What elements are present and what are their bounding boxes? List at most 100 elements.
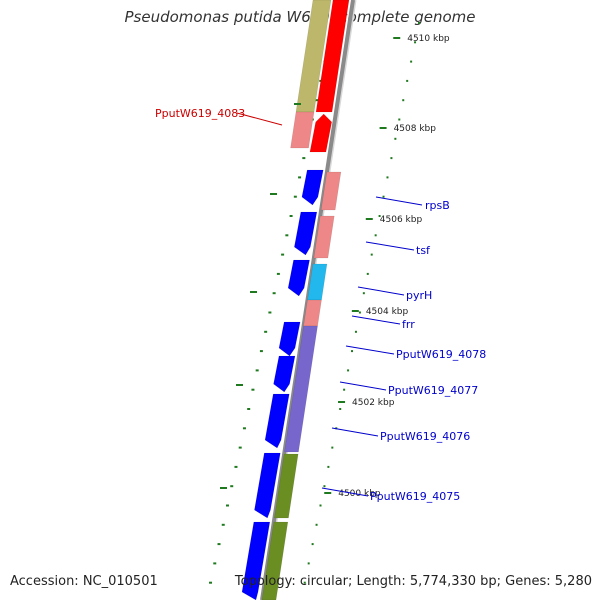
inner-dot [418,22,420,24]
outer-dot [276,272,280,275]
outer-dot [302,157,306,160]
tick-label: 4506 kbp [380,215,423,225]
gene-label: PputW619_4076 [380,430,470,443]
outer-dot [255,369,259,372]
inner-dot [390,157,393,160]
outer-dot [259,350,263,353]
inner-dot [331,446,334,449]
gene-leader-line [365,241,415,251]
inner-dot [374,234,377,237]
inner-dot [394,137,397,140]
feature-pink-tsf [313,215,335,259]
inner-dot [386,176,389,179]
gene-label: tsf [416,244,431,257]
gene-leader-line [345,345,395,355]
inner-dot [311,543,314,546]
feature-blue-cds-8 [241,521,271,600]
inner-dot [303,581,306,584]
topology-text: Topology: circular; Length: 5,774,330 bp… [234,574,592,589]
inner-dot [358,311,361,314]
outer-dot [242,427,246,430]
outer-dot [293,195,297,198]
gene-leader-line [339,381,387,391]
inner-dot [343,388,346,391]
gene-leader-line [357,286,405,296]
outer-dot [238,446,242,449]
inner-dotted-track [303,22,420,584]
gene-label: PputW619_4077 [388,384,478,397]
inner-dot [414,41,417,44]
outer-dot [285,234,289,237]
feature-blue-cds-3 [287,259,310,297]
inner-dot [382,195,385,198]
inner-dot [366,272,369,275]
outer-dot [281,253,285,256]
feature-blue-cds-5 [273,355,296,393]
outer-dot [225,504,229,507]
outer-dot [230,485,234,488]
gene-leader-line [375,196,423,206]
inner-dot [370,253,373,256]
tick-label: 4504 kbp [366,307,409,317]
inner-dot [354,330,357,333]
gene-leader-line [321,487,369,497]
inner-dot [402,99,405,102]
inner-dot [327,465,330,468]
gene-label: frr [402,318,415,331]
feature-track [241,0,350,600]
feature-red-a [315,0,350,113]
outer-dot [298,176,302,179]
inner-dot [339,408,342,410]
feature-red-b [309,113,332,153]
feature-green-b [261,521,289,600]
gene-leader-line [331,427,379,437]
tick-label: 4508 kbp [394,124,437,134]
feature-blue-cds-1 [301,169,324,206]
feature-purple [284,325,318,453]
inner-dot [362,292,365,295]
genome-title: Pseudomonas putida W619, complete genome [124,8,476,26]
inner-dot [398,118,401,121]
inner-dot [410,60,413,63]
inner-dot [406,79,409,82]
gene-label: PputW619_4078 [396,348,486,361]
inner-dot [315,523,318,526]
accession-text: Accession: NC_010501 [10,574,158,589]
feature-blue-cds-2 [294,211,318,256]
gene-leader-line [236,112,283,126]
outer-dot [251,388,255,391]
outer-dot [289,215,293,217]
tick-label: 4510 kbp [407,34,450,44]
inner-dot [351,350,354,353]
gene-leader-line [351,315,401,325]
outer-dot [234,465,238,468]
inner-dot [378,215,381,217]
gene-labels: PputW619_4083 rpsB tsf pyrH frr PputW619_4078… [155,107,486,503]
outer-dot [272,292,276,295]
tick-marks: 4510 kbp 4508 kbp 4506 kbp 4504 kbp 4502 kbp… [220,34,450,499]
feature-pink-rpsB [320,171,342,211]
outer-dot [221,523,225,526]
feature-blue-cds-4 [278,321,301,357]
inner-dot [347,369,350,372]
tick-label: 4500 kbp [338,489,381,499]
outer-dot [264,330,268,333]
outer-dot [209,581,213,584]
tick-label: 4502 kbp [352,398,395,408]
outer-dot [268,311,272,314]
feature-blue-cds-7 [254,452,281,519]
inner-dot [319,504,322,507]
outer-dot [247,408,251,410]
outer-dot [213,562,217,565]
feature-pink-4083 [290,111,315,149]
gene-label: PputW619_4075 [370,490,460,503]
feature-blue-cds-6 [264,393,290,449]
inner-dot [323,485,326,488]
gene-label: PputW619_4083 [155,107,245,120]
feature-green-a [274,453,299,519]
outer-dot [217,543,221,546]
outer-dot [315,99,319,102]
gene-label: rpsB [425,199,450,212]
inner-dot [307,562,310,565]
